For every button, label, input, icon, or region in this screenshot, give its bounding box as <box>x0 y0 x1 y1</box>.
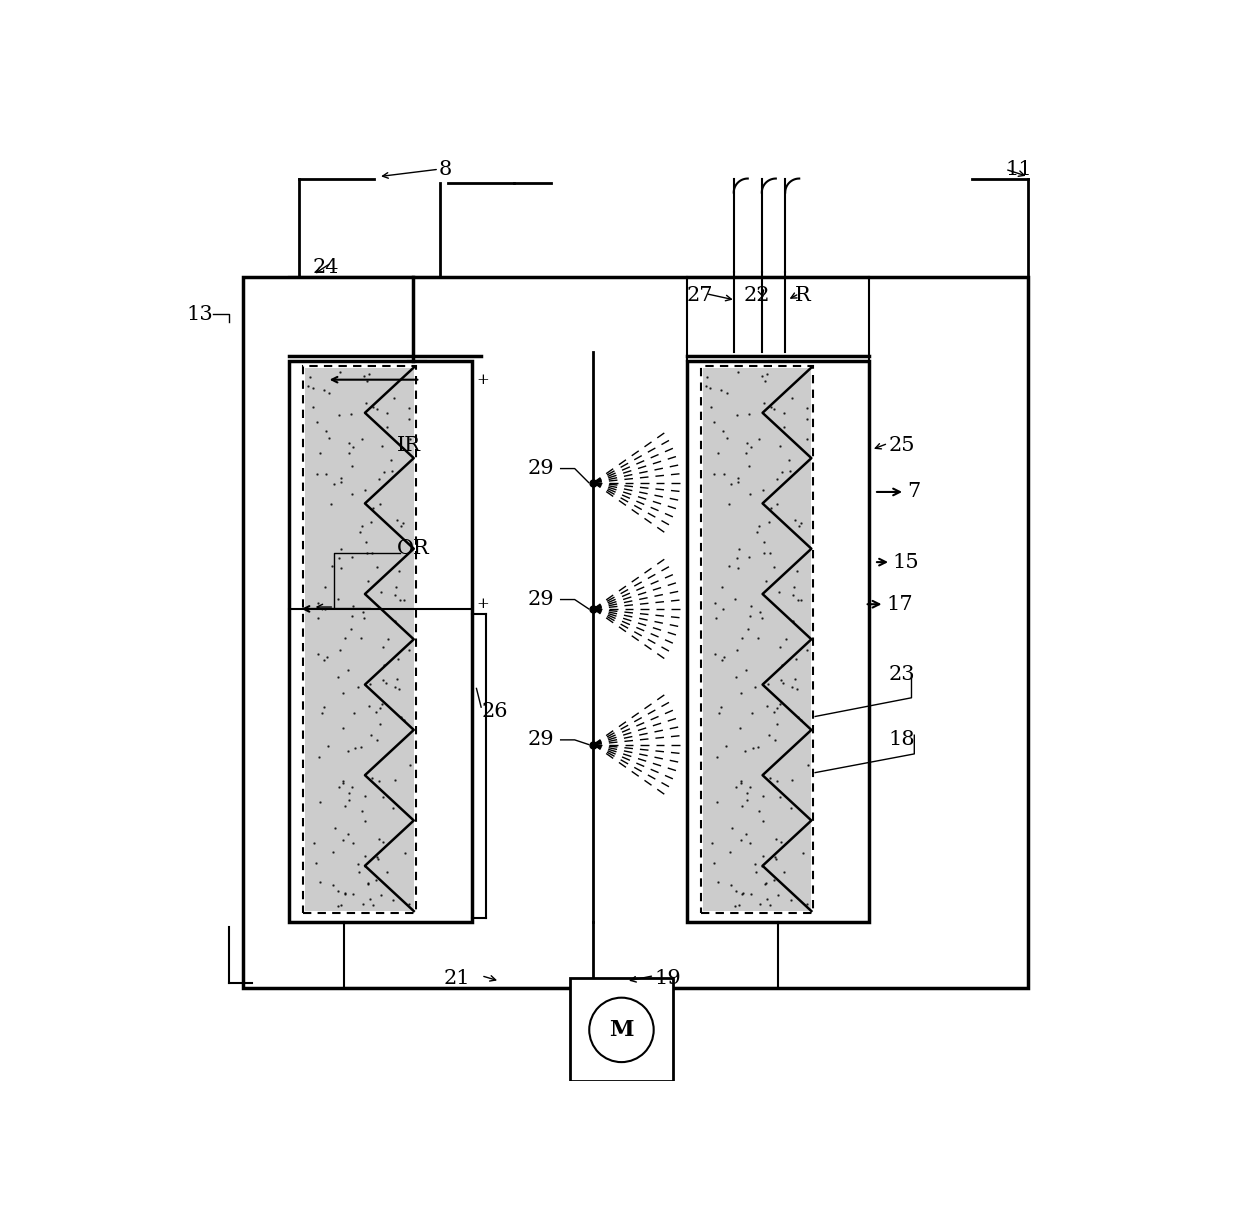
Text: 22: 22 <box>743 286 770 305</box>
Bar <box>289 361 471 922</box>
Text: 24: 24 <box>312 258 340 277</box>
Text: 18: 18 <box>888 730 915 750</box>
Bar <box>570 978 673 1081</box>
Bar <box>703 367 811 911</box>
Text: M: M <box>609 1019 634 1041</box>
Text: 25: 25 <box>888 436 915 454</box>
Text: 7: 7 <box>906 482 920 502</box>
Text: 29: 29 <box>528 730 554 750</box>
Text: 11: 11 <box>1006 159 1032 179</box>
Text: 26: 26 <box>481 702 507 722</box>
Bar <box>687 361 869 922</box>
Bar <box>304 366 415 912</box>
Text: IR: IR <box>397 436 420 454</box>
Text: 8: 8 <box>439 159 453 179</box>
Text: 29: 29 <box>528 590 554 609</box>
Text: R: R <box>795 286 810 305</box>
Text: 15: 15 <box>893 553 919 571</box>
Circle shape <box>589 998 653 1062</box>
Bar <box>305 367 414 911</box>
Text: 17: 17 <box>887 594 913 614</box>
Text: 21: 21 <box>444 968 470 988</box>
Bar <box>243 277 1028 988</box>
Text: +: + <box>476 598 490 611</box>
Bar <box>701 366 813 912</box>
Text: OR: OR <box>397 538 430 558</box>
Text: 23: 23 <box>888 665 915 684</box>
Text: 19: 19 <box>655 968 681 988</box>
Text: 29: 29 <box>528 459 554 477</box>
Text: 13: 13 <box>186 305 213 323</box>
Text: 27: 27 <box>687 286 713 305</box>
Text: +: + <box>476 373 490 386</box>
